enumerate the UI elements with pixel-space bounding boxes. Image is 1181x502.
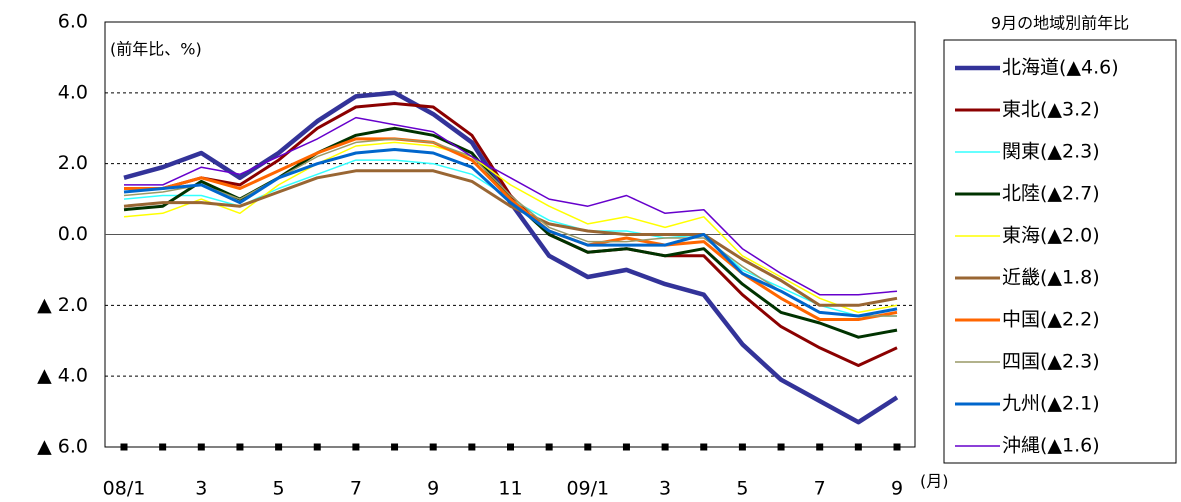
x-tick-marker: [236, 443, 244, 451]
x-tick-marker: [545, 443, 553, 451]
y-tick-label: 2.0: [58, 152, 88, 174]
legend-label: 北陸(▲2.7): [1002, 183, 1100, 205]
x-tick-marker: [816, 443, 824, 451]
x-tick-label: 9: [427, 478, 439, 500]
series-line: [123, 169, 898, 307]
annotation: (前年比、%): [110, 40, 202, 59]
legend-label: 東海(▲2.0): [1002, 225, 1100, 247]
legend-label: 中国(▲2.2): [1002, 309, 1100, 331]
y-tick-label: ▲ 6.0: [37, 436, 88, 458]
y-tick-label: 4.0: [58, 81, 88, 103]
x-tick-label: 9: [891, 478, 903, 500]
series-line: [123, 141, 898, 314]
x-tick-marker: [777, 443, 785, 451]
x-tick-marker: [507, 443, 514, 451]
x-tick-marker: [738, 443, 746, 451]
x-tick-marker: [352, 443, 360, 451]
x-tick-label: 3: [195, 478, 207, 500]
x-tick-label: 11: [498, 478, 522, 500]
y-tick-label: ▲ 2.0: [37, 294, 88, 316]
x-tick-marker: [313, 443, 321, 451]
x-tick-label: 08/1: [103, 478, 146, 500]
legend-title: 9月の地域別前年比: [991, 14, 1129, 33]
x-tick-marker: [700, 443, 708, 451]
legend-label: 九州(▲2.1): [1002, 393, 1100, 415]
legend-label: 沖縄(▲1.6): [1002, 435, 1100, 457]
x-tick-marker: [275, 443, 283, 451]
x-tick-marker: [622, 443, 630, 451]
series-line: [123, 148, 898, 318]
x-tick-label: 5: [736, 478, 748, 500]
x-tick-label: 09/1: [566, 478, 609, 500]
series-line: [123, 138, 897, 317]
x-tick-label: 7: [814, 478, 826, 500]
x-tick-marker: [159, 443, 167, 451]
x-tick-label: 3: [659, 478, 671, 500]
series-line: [124, 137, 898, 321]
x-tick-label: 7: [350, 478, 362, 500]
x-tick-marker: [854, 443, 862, 451]
x-tick-marker: [893, 443, 901, 451]
x-unit: (月): [920, 472, 949, 491]
y-tick-label: ▲ 4.0: [37, 365, 88, 387]
x-tick-marker: [391, 443, 399, 451]
y-tick-label: 6.0: [58, 11, 88, 33]
x-tick-marker: [468, 443, 476, 451]
x-tick-marker: [197, 443, 205, 451]
x-tick-marker: [429, 443, 437, 451]
x-tick-marker: [584, 443, 592, 451]
legend-label: 四国(▲2.3): [1002, 351, 1100, 373]
legend-label: 北海道(▲4.6): [1002, 57, 1119, 79]
x-tick-label: 5: [273, 478, 285, 500]
x-tick-marker: [120, 443, 128, 451]
legend-label: 近畿(▲1.8): [1002, 267, 1100, 289]
legend-label: 関東(▲2.3): [1002, 141, 1100, 163]
legend-label: 東北(▲3.2): [1002, 99, 1100, 121]
x-tick-marker: [661, 443, 669, 451]
y-tick-label: 0.0: [58, 223, 88, 245]
series-line: [124, 116, 898, 296]
